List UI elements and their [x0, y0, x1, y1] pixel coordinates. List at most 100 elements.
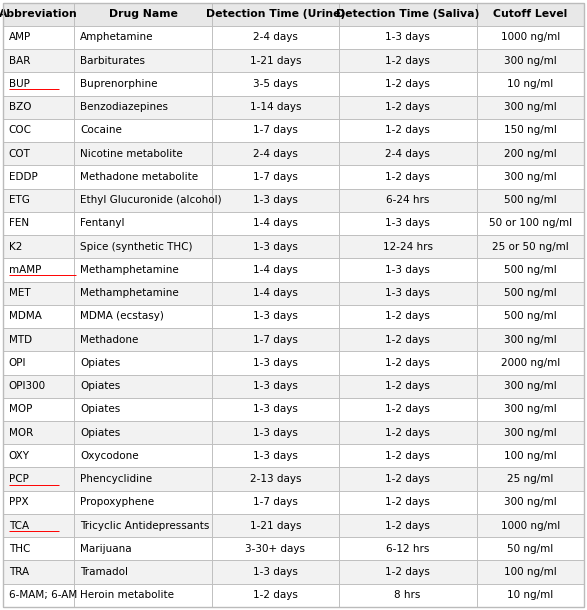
Text: 300 ng/ml: 300 ng/ml [504, 172, 556, 182]
Bar [212, 165, 339, 188]
Text: Amphetamine: Amphetamine [80, 32, 154, 43]
Bar [74, 258, 212, 282]
Bar [477, 26, 584, 49]
Text: 2000 ng/ml: 2000 ng/ml [501, 358, 560, 368]
Text: 25 ng/ml: 25 ng/ml [507, 474, 554, 484]
Text: TRA: TRA [9, 567, 29, 577]
Bar [339, 328, 477, 351]
Bar [477, 142, 584, 165]
Bar [212, 73, 339, 96]
Bar [477, 282, 584, 305]
Bar [212, 421, 339, 444]
Text: 1-3 days: 1-3 days [253, 311, 298, 321]
Text: 1-2 days: 1-2 days [385, 102, 430, 112]
Bar [74, 444, 212, 467]
Bar [74, 26, 212, 49]
Text: TCA: TCA [9, 520, 29, 531]
Bar [74, 328, 212, 351]
Text: 1000 ng/ml: 1000 ng/ml [501, 520, 560, 531]
Bar [477, 444, 584, 467]
Text: 1-3 days: 1-3 days [385, 265, 430, 275]
Bar [74, 49, 212, 73]
Text: Marijuana: Marijuana [80, 544, 131, 554]
Text: 3-5 days: 3-5 days [253, 79, 298, 89]
Bar [212, 235, 339, 258]
Text: 1-3 days: 1-3 days [253, 428, 298, 437]
Text: 2-4 days: 2-4 days [253, 32, 298, 43]
Bar [339, 3, 477, 26]
Text: 12-24 hrs: 12-24 hrs [383, 242, 433, 252]
Text: 1-3 days: 1-3 days [253, 404, 298, 414]
Text: 2-4 days: 2-4 days [385, 149, 430, 159]
Bar [3, 421, 74, 444]
Text: 150 ng/ml: 150 ng/ml [504, 126, 556, 135]
Text: Abbreviation: Abbreviation [0, 9, 78, 20]
Bar [339, 398, 477, 421]
Text: 100 ng/ml: 100 ng/ml [504, 567, 556, 577]
Bar [212, 305, 339, 328]
Bar [74, 235, 212, 258]
Bar [3, 73, 74, 96]
Text: 1-7 days: 1-7 days [253, 172, 298, 182]
Bar [339, 537, 477, 561]
Text: COC: COC [9, 126, 32, 135]
Bar [3, 96, 74, 119]
Text: 1-2 days: 1-2 days [385, 428, 430, 437]
Text: 1-3 days: 1-3 days [385, 288, 430, 298]
Text: 1-7 days: 1-7 days [253, 126, 298, 135]
Bar [3, 3, 74, 26]
Text: Phencyclidine: Phencyclidine [80, 474, 152, 484]
Bar [3, 119, 74, 142]
Bar [74, 282, 212, 305]
Bar [477, 212, 584, 235]
Text: 500 ng/ml: 500 ng/ml [504, 311, 556, 321]
Text: Methadone metabolite: Methadone metabolite [80, 172, 198, 182]
Bar [212, 490, 339, 514]
Bar [212, 467, 339, 490]
Text: 1-3 days: 1-3 days [253, 381, 298, 391]
Text: THC: THC [9, 544, 30, 554]
Text: 1-2 days: 1-2 days [385, 404, 430, 414]
Bar [3, 375, 74, 398]
Bar [477, 514, 584, 537]
Bar [74, 490, 212, 514]
Bar [74, 375, 212, 398]
Bar [74, 561, 212, 584]
Bar [3, 235, 74, 258]
Text: OPI: OPI [9, 358, 26, 368]
Text: 10 ng/ml: 10 ng/ml [507, 79, 554, 89]
Text: MOR: MOR [9, 428, 33, 437]
Text: 1-3 days: 1-3 days [253, 451, 298, 461]
Text: 2-13 days: 2-13 days [249, 474, 301, 484]
Bar [339, 467, 477, 490]
Bar [212, 351, 339, 375]
Text: Methadone: Methadone [80, 335, 139, 345]
Bar [477, 3, 584, 26]
Bar [212, 398, 339, 421]
Text: ETG: ETG [9, 195, 30, 205]
Bar [3, 258, 74, 282]
Bar [339, 561, 477, 584]
Bar [3, 282, 74, 305]
Bar [3, 165, 74, 188]
Text: Barbiturates: Barbiturates [80, 56, 145, 66]
Bar [339, 73, 477, 96]
Text: K2: K2 [9, 242, 22, 252]
Bar [477, 467, 584, 490]
Bar [212, 49, 339, 73]
Bar [212, 3, 339, 26]
Bar [74, 212, 212, 235]
Bar [477, 351, 584, 375]
Bar [3, 490, 74, 514]
Text: 1-2 days: 1-2 days [385, 381, 430, 391]
Bar [74, 351, 212, 375]
Text: Cocaine: Cocaine [80, 126, 122, 135]
Bar [74, 96, 212, 119]
Bar [74, 165, 212, 188]
Bar [212, 328, 339, 351]
Text: Oxycodone: Oxycodone [80, 451, 139, 461]
Bar [212, 514, 339, 537]
Bar [339, 305, 477, 328]
Bar [212, 584, 339, 607]
Text: OXY: OXY [9, 451, 30, 461]
